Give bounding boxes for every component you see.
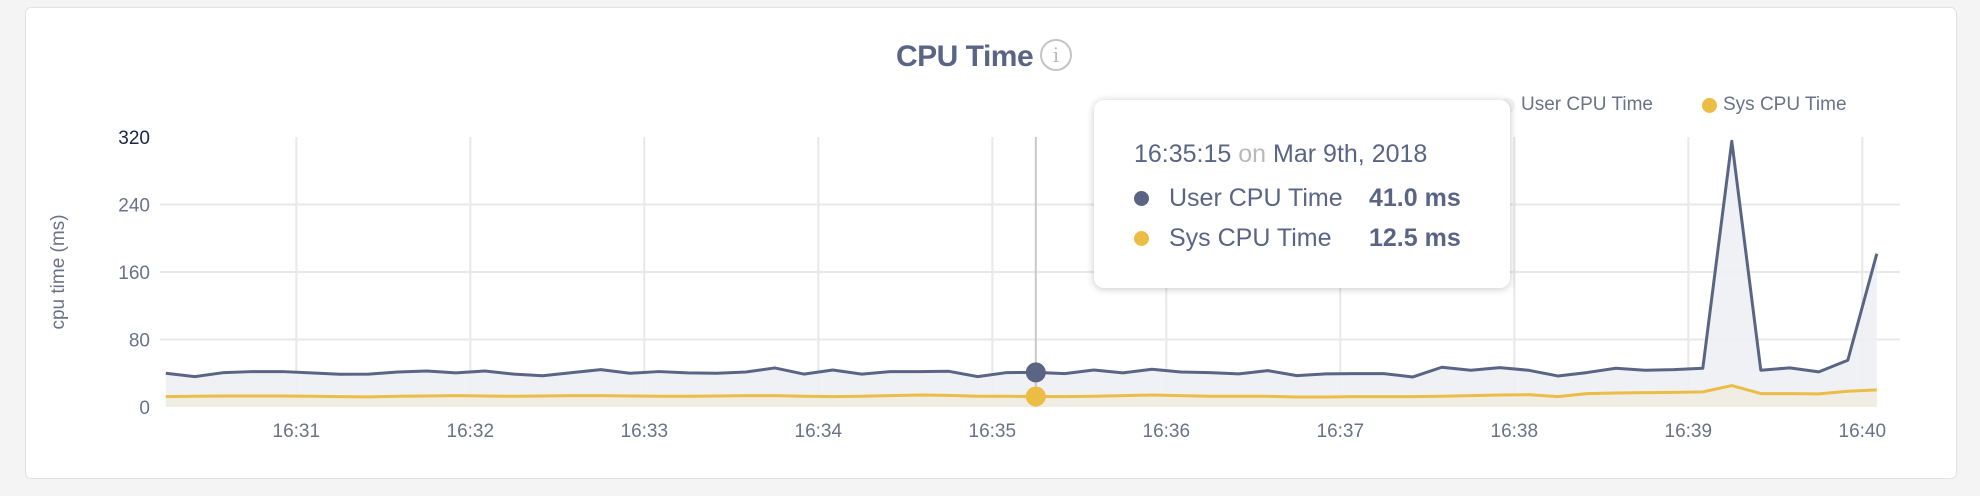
legend-label: User CPU Time [1521,94,1653,115]
user-dot-icon [1134,191,1149,206]
area-fill-sys [165,385,1877,407]
tooltip-header: 16:35:15 on Mar 9th, 2018 [1134,140,1427,169]
info-icon[interactable]: i [1040,39,1072,71]
y-tick-label: 80 [129,331,150,352]
tooltip-row-user: User CPU Time 41.0 ms [1134,184,1461,213]
sys-dot-icon [1134,231,1149,246]
x-tick-label: 16:36 [1143,421,1191,442]
y-tick-label: 320 [118,128,150,149]
y-tick-label: 0 [139,398,150,419]
series-line-user [165,139,1879,379]
tooltip-time: 16:35:15 [1134,140,1232,168]
tooltip-label: Sys CPU Time [1169,224,1332,252]
x-tick-label: 16:39 [1665,421,1713,442]
x-tick-label: 16:31 [273,421,321,442]
hover-point-user [1025,362,1046,383]
x-tick-label: 16:40 [1839,421,1887,442]
tooltip: 16:35:15 on Mar 9th, 2018 User CPU Time … [1094,100,1510,288]
legend-item-sys[interactable]: Sys CPU Time [1702,94,1847,116]
x-tick-label: 16:37 [1317,421,1365,442]
y-axis-label: cpu time (ms) [48,214,69,329]
tooltip-row-sys: Sys CPU Time 12.5 ms [1134,224,1461,253]
hover-point-sys [1025,386,1046,407]
y-tick-label: 160 [118,263,150,284]
tooltip-on: on [1238,140,1267,168]
legend-dot-sys-icon [1702,97,1717,113]
x-tick-label: 16:35 [969,421,1017,442]
tooltip-value: 12.5 ms [1369,224,1461,252]
tooltip-label: User CPU Time [1169,184,1343,212]
tooltip-date: Mar 9th, 2018 [1273,140,1428,168]
series-line-sys [165,384,1877,399]
x-tick-label: 16:33 [621,421,669,442]
y-tick-label: 240 [118,196,150,217]
area-fill-user [165,141,1877,407]
x-tick-label: 16:38 [1491,421,1539,442]
tooltip-value: 41.0 ms [1369,184,1461,212]
x-tick-label: 16:32 [447,421,495,442]
legend-label: Sys CPU Time [1723,94,1847,115]
chart-title: CPU Time [896,40,1034,73]
x-tick-label: 16:34 [795,421,843,442]
